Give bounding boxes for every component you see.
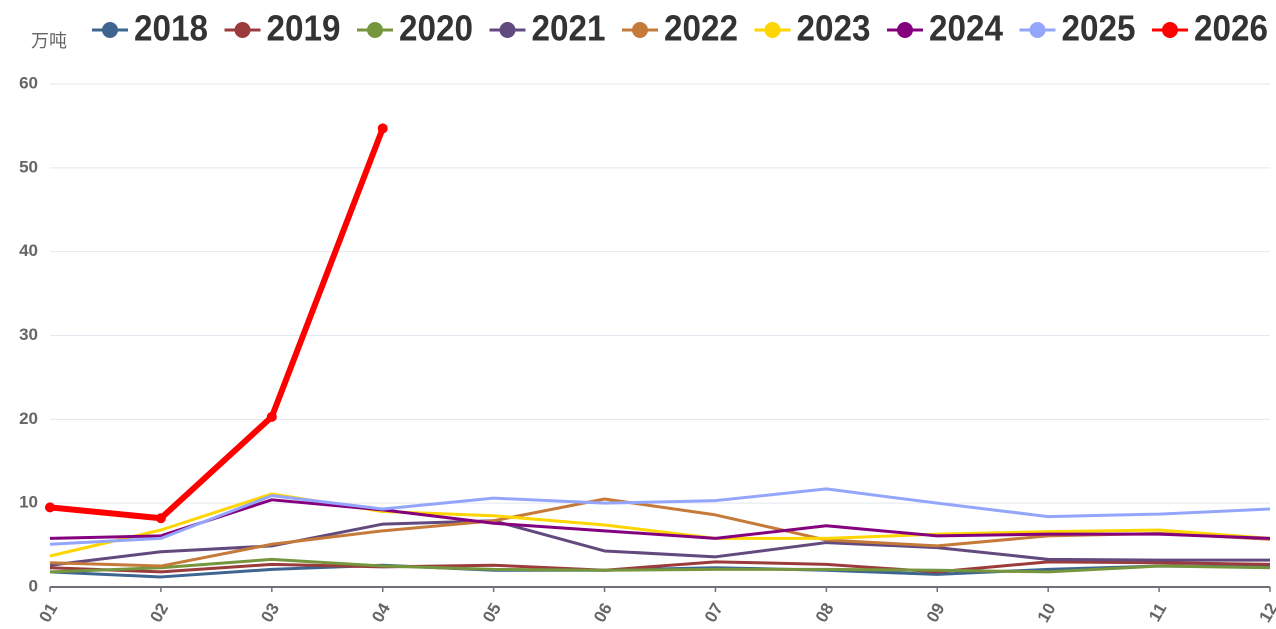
x-tick-label: 08 [812,600,838,626]
legend-label: 2024 [929,8,1003,49]
x-tick-label: 04 [368,599,394,625]
legend-marker [367,22,383,38]
y-tick-label: 50 [19,157,38,176]
x-tick-label: 01 [35,600,61,626]
y-tick-label: 30 [19,325,38,344]
y-tick-label: 20 [19,409,38,428]
series-line [49,519,1270,567]
y-tick-label: 60 [19,73,38,92]
legend-label: 2022 [664,8,738,49]
legend-marker [499,22,516,38]
legend-marker [1162,22,1178,38]
series-line [49,492,1271,558]
legend-item: 2021 [489,8,606,49]
y-tick-label: 0 [29,576,38,595]
x-tick-label: 03 [257,600,283,626]
series-line [49,127,386,522]
legend-item: 2022 [622,8,738,49]
legend-item: 2025 [1019,8,1136,49]
y-tick-label: 40 [19,241,38,260]
legend-label: 2019 [267,8,341,49]
series-line [49,498,1271,540]
point [377,123,388,134]
x-tick-label: 09 [923,600,949,626]
legend-label: 2021 [532,8,606,49]
legend-marker [102,22,118,38]
legend-label: 2023 [797,8,871,49]
point [266,411,277,422]
legend-label: 2026 [1194,8,1268,49]
legend-label: 2020 [399,8,473,49]
legend-marker [1029,22,1046,38]
legend-item: 2020 [357,8,473,49]
x-tick-label: 10 [1034,600,1060,626]
series-line [49,487,1271,546]
legend-item: 2026 [1152,8,1268,49]
series-line [49,557,1271,574]
x-tick-label: 12 [1255,600,1276,626]
legend-marker [234,22,251,38]
legend-item: 2018 [92,8,208,49]
x-tick-label: 06 [590,600,616,626]
x-tick-label: 07 [701,600,727,626]
point [155,513,166,524]
series-line [49,560,1271,574]
x-tick-label: 05 [479,600,505,626]
legend-marker [897,22,913,38]
legend-label: 2018 [134,8,208,49]
legend-item: 2019 [224,8,341,49]
legend-marker [632,22,648,38]
legend-marker [764,22,781,38]
y-axis-label: 万吨 [31,31,67,51]
legend-item: 2023 [754,8,871,49]
legend-item: 2024 [887,8,1003,49]
legend-label: 2025 [1062,8,1136,49]
x-tick-label: 11 [1145,600,1170,625]
point [45,502,55,513]
y-tick-label: 10 [19,493,38,512]
x-tick-label: 02 [146,600,172,626]
